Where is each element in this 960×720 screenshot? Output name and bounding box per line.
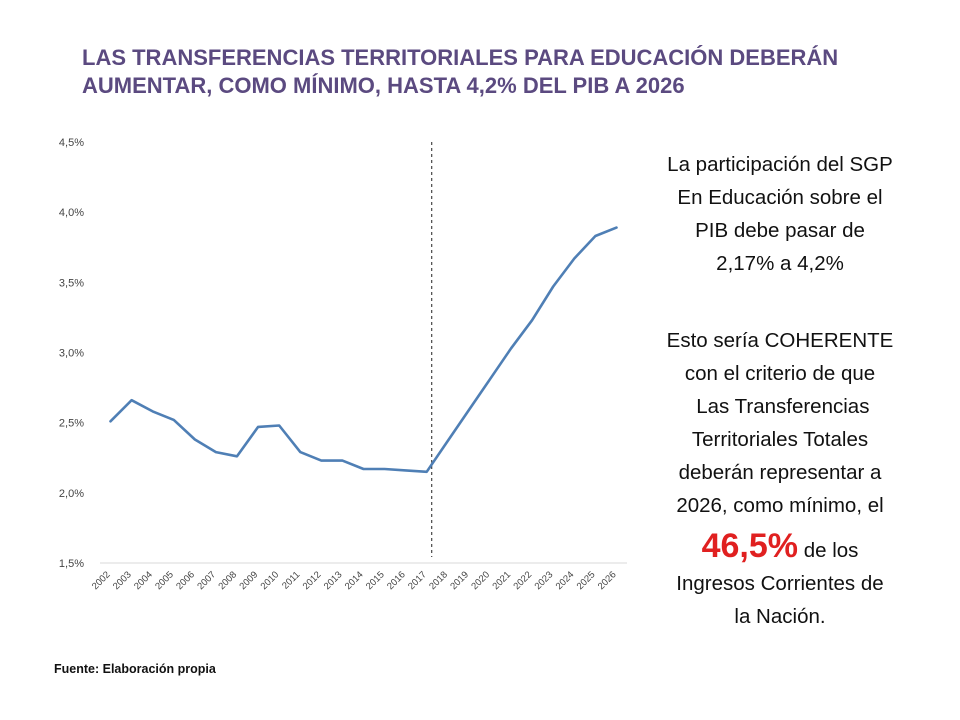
highlight-percentage: 46,5% [701,527,798,565]
x-tick-label: 2022 [512,569,535,592]
x-tick-label: 2007 [195,569,218,592]
y-tick-label: 1,5% [59,558,84,570]
x-tick-label: 2023 [533,569,556,592]
x-tick-label: 2025 [575,569,598,592]
x-tick-label: 2009 [237,569,260,592]
y-tick-label: 2,0% [59,488,84,500]
x-tick-label: 2008 [216,569,239,592]
source-note: Fuente: Elaboración propia [54,662,216,676]
x-tick-label: 2012 [301,569,324,592]
side-line: Las Transferencias [690,395,870,418]
side-line: deberán representar a [678,461,882,484]
slide-title: LAS TRANSFERENCIAS TERRITORIALES PARA ED… [82,44,902,100]
x-tick-label: 2020 [469,569,492,592]
x-tick-label: 2005 [153,569,176,592]
title-line-1: LAS TRANSFERENCIAS TERRITORIALES PARA ED… [82,45,839,70]
side-line: Ingresos Corrientes de [676,572,884,595]
x-tick-label: 2016 [385,569,408,592]
x-tick-label: 2024 [554,569,577,592]
title-line-2: AUMENTAR, COMO MÍNIMO, HASTA 4,2% DEL PI… [82,73,685,98]
x-tick-label: 2010 [259,569,282,592]
y-tick-label: 4,0% [59,207,84,219]
side-line: 2026, como mínimo, el [676,494,884,517]
y-tick-label: 3,0% [59,348,84,360]
y-tick-label: 4,5% [59,137,84,149]
x-tick-label: 2014 [343,569,366,592]
side-line: La participación del SGP [667,153,893,176]
highlight-line: 46,5% de los [640,526,920,567]
line-chart: 1,5% 2,0% 2,5% 3,0% 3,5% 4,0% 4,5% 200220032004… [59,137,627,592]
side-text-block-2: Esto sería COHERENTE con el criterio de … [640,324,920,633]
x-tick-label: 2002 [90,569,113,592]
side-line: Territoriales Totales [691,428,869,451]
x-tick-label: 2021 [490,569,513,592]
side-line: la Nación. [734,605,826,628]
x-tick-label: 2006 [174,569,197,592]
highlight-suffix: de los [798,539,859,562]
side-line: Esto sería COHERENTE [666,329,894,352]
x-tick-label: 2011 [280,569,302,591]
y-tick-label: 3,5% [59,277,84,289]
x-tick-label: 2019 [448,569,471,592]
x-tick-label: 2026 [596,569,619,592]
side-line: PIB debe pasar de [695,219,865,242]
y-tick-label: 2,5% [59,418,84,430]
x-tick-label: 2003 [111,569,134,592]
side-line: En Educación sobre el [677,186,883,209]
x-tick-label: 2013 [322,569,345,592]
x-tick-label: 2015 [364,569,387,592]
side-line: 2,17% a 4,2% [716,252,844,275]
side-line: con el criterio de que [684,362,876,385]
x-tick-label: 2017 [406,569,429,592]
side-text-block-1: La participación del SGP En Educación so… [640,148,920,280]
x-tick-label: 2004 [132,569,155,592]
series-line [109,226,618,474]
x-tick-label: 2018 [427,569,450,592]
